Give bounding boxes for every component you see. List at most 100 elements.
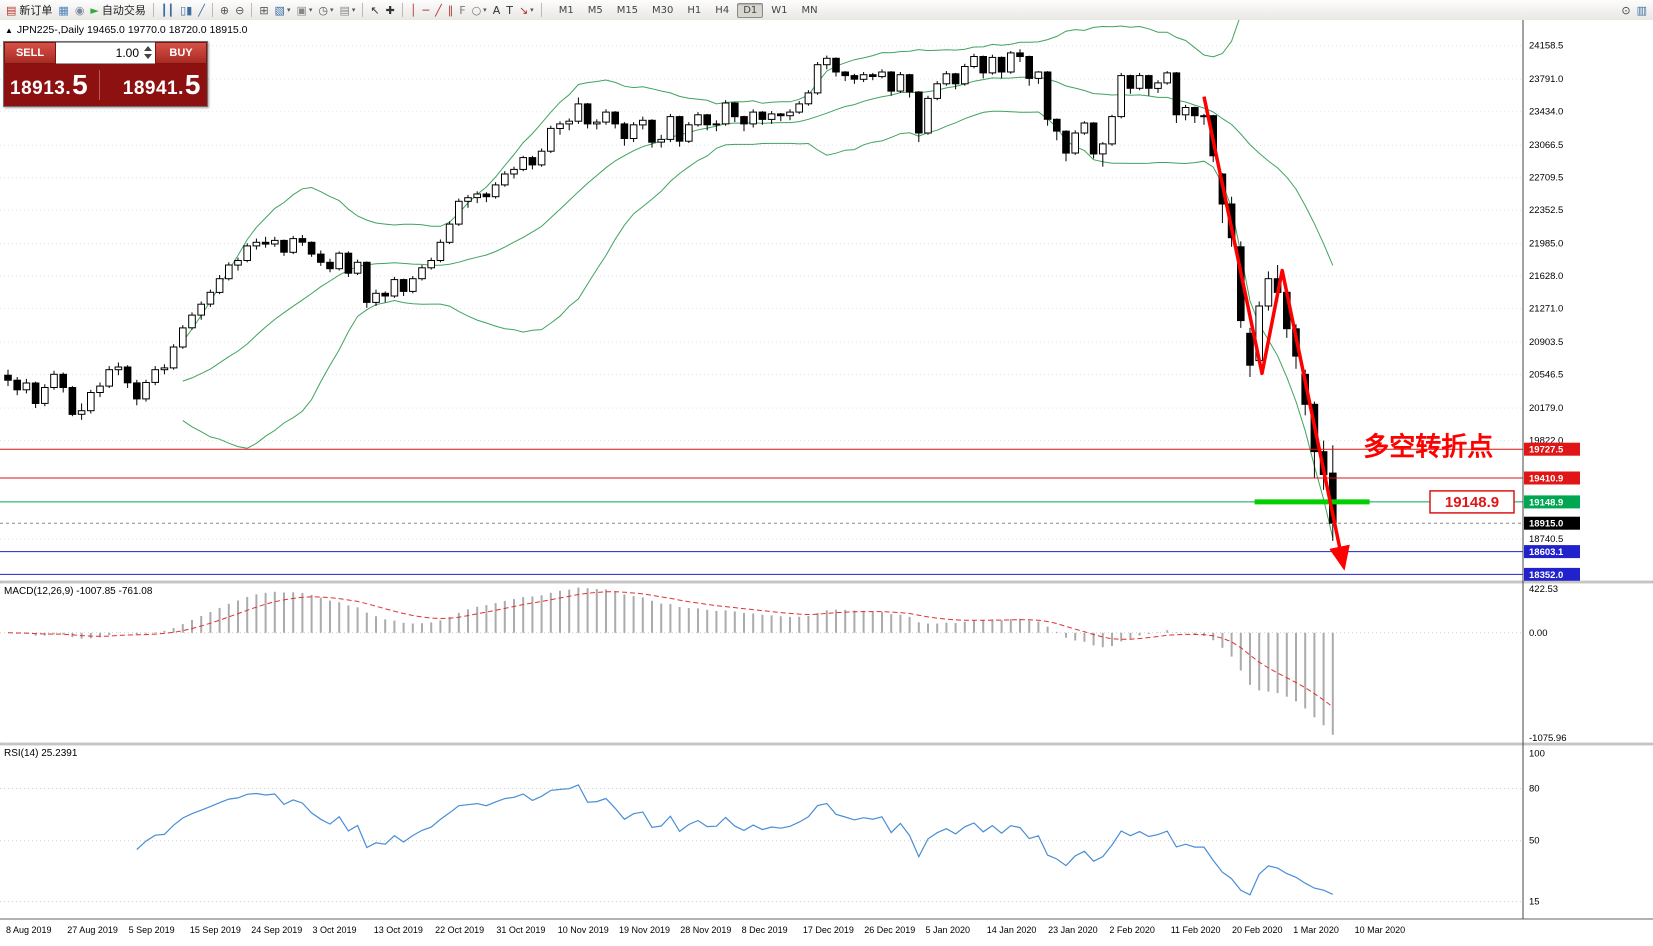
crosshair-icon[interactable]: ✚ [383, 2, 398, 19]
svg-text:5 Sep 2019: 5 Sep 2019 [129, 925, 175, 935]
fibonacci-icon[interactable]: F [456, 2, 468, 19]
svg-text:21985.0: 21985.0 [1529, 239, 1563, 250]
volume-up-icon[interactable] [144, 46, 152, 51]
timeframe-button-w1[interactable]: W1 [771, 4, 788, 16]
profiles-icon[interactable]: ▣ ▾ [293, 2, 315, 19]
navigator-icon: ◉ [74, 3, 85, 17]
horizontal-line-icon[interactable]: ─ [419, 2, 432, 19]
arrows-icon: ↘ [518, 3, 529, 17]
toolbar-separator [251, 3, 253, 17]
fibonacci-icon: F [459, 3, 466, 17]
chart-candles-icon[interactable]: ▯▮ [177, 2, 195, 19]
svg-text:10 Nov 2019: 10 Nov 2019 [558, 925, 609, 935]
panel-separator[interactable] [0, 580, 1653, 584]
arrows-icon[interactable]: ↘ ▾ [516, 2, 537, 19]
rsi-panel: RSI(14) 25.2391 [0, 748, 1523, 903]
period-icon[interactable]: ◷ ▾ [315, 2, 336, 19]
axis-price-flag [1524, 516, 1580, 530]
volume-spinner[interactable] [144, 46, 152, 59]
svg-text:18603.1: 18603.1 [1529, 547, 1564, 558]
timeframe-button-mn[interactable]: MN [801, 4, 818, 16]
template-icon: ▤ [339, 3, 350, 17]
main-toolbar: ▤ 新订单 ▦ ◉ ► 自动交易 ┃┃ ▯▮ ╱ ⊕ ⊖ ⊞ ▧ ▾ ▣ ▾ ◷ ▾ ▤ ▾ ↖ ✚ │ ─ ╱ ∥ F ○ ▾ A T ↘ ▾… [0, 0, 1653, 21]
panel-chrome [0, 20, 1653, 920]
channel-icon: ∥ [447, 3, 454, 17]
channel-icon[interactable]: ∥ [445, 2, 457, 19]
timeframe-button-m1[interactable]: M1 [558, 4, 574, 16]
chart-collapse-icon[interactable]: ▲ [5, 25, 13, 35]
svg-text:22352.5: 22352.5 [1529, 205, 1563, 216]
svg-text:22 Oct 2019: 22 Oct 2019 [435, 925, 484, 935]
navigator-icon[interactable]: ◉ [72, 2, 88, 19]
volume-input[interactable]: 1.00 [56, 42, 155, 64]
trendline-icon[interactable]: ╱ [432, 2, 445, 19]
text-label-icon[interactable]: T [503, 2, 516, 19]
macd-panel: MACD(12,26,9) -1007.85 -761.08 [0, 586, 1523, 735]
svg-text:20179.0: 20179.0 [1529, 403, 1563, 414]
text-label-icon: T [506, 3, 513, 17]
price-tag-box[interactable] [1429, 490, 1515, 514]
one-click-trading-panel: SELL 1.00 BUY 18913. 5 18941. 5 [3, 41, 208, 107]
timeframe-button-m30[interactable]: M30 [652, 4, 674, 16]
profiles-dropdown-icon[interactable]: ▾ [308, 6, 313, 14]
buy-button[interactable]: BUY [155, 42, 207, 64]
shapes-dropdown-icon[interactable]: ▾ [483, 6, 487, 14]
sell-button[interactable]: SELL [4, 42, 56, 64]
shapes-icon[interactable]: ○ ▾ [469, 2, 490, 19]
autotrading-button[interactable]: ► 自动交易 [87, 2, 148, 19]
chart-mini-icon[interactable]: ▥ [1634, 2, 1650, 19]
sell-price-main: 18913. [10, 78, 72, 99]
tile-windows-icon[interactable]: ⊞ [256, 2, 271, 19]
buy-price[interactable]: 18941. 5 [123, 69, 201, 101]
crosshair-icon: ✚ [385, 3, 395, 17]
svg-text:15: 15 [1529, 897, 1540, 908]
cursor-icon: ↖ [370, 3, 380, 17]
svg-text:1 Mar 2020: 1 Mar 2020 [1293, 925, 1339, 935]
volume-down-icon[interactable] [144, 54, 152, 59]
template-dropdown-icon[interactable]: ▾ [351, 6, 356, 14]
sell-price[interactable]: 18913. 5 [10, 69, 88, 101]
toolbar-right-group: ⊙ ▥ [1618, 2, 1650, 19]
timeframe-button-h1[interactable]: H1 [687, 4, 702, 16]
buy-price-big-digit: 5 [184, 69, 201, 100]
chart-line-icon[interactable]: ╱ [195, 2, 208, 19]
axis-price-flag [1524, 545, 1580, 559]
search-icon[interactable]: ⊙ [1618, 2, 1633, 19]
timeframe-button-m15[interactable]: M15 [616, 4, 639, 16]
price-chart[interactable]: 多空转折点 19148.9 24158.5 23791.0 23434.0 23066.5… [0, 20, 1653, 946]
zoom-in-icon[interactable]: ⊕ [217, 2, 232, 19]
price-tag-text: 19148.9 [1445, 494, 1499, 511]
template-icon[interactable]: ▤ ▾ [337, 2, 359, 19]
text-icon[interactable]: A [490, 2, 504, 19]
svg-text:11 Feb 2020: 11 Feb 2020 [1171, 925, 1221, 935]
svg-text:5 Jan 2020: 5 Jan 2020 [926, 925, 971, 935]
chart-container[interactable]: 多空转折点 19148.9 24158.5 23791.0 23434.0 23066.5… [0, 20, 1653, 946]
timeframe-button-h4[interactable]: H4 [715, 4, 730, 16]
svg-text:19822.0: 19822.0 [1529, 436, 1563, 447]
period-dropdown-icon[interactable]: ▾ [329, 6, 334, 14]
svg-text:19727.5: 19727.5 [1529, 445, 1564, 456]
chart-mini-icon: ▥ [1636, 3, 1647, 17]
svg-text:26 Dec 2019: 26 Dec 2019 [864, 925, 915, 935]
svg-text:23791.0: 23791.0 [1529, 74, 1563, 85]
chart-bars-icon[interactable]: ┃┃ [158, 2, 177, 19]
chart-candles-icon: ▯▮ [180, 3, 193, 17]
horizontal-line-icon: ─ [422, 3, 430, 17]
new-chart-icon[interactable]: ▧ ▾ [272, 2, 294, 19]
svg-text:28 Nov 2019: 28 Nov 2019 [680, 925, 731, 935]
axis-price-flag [1524, 495, 1580, 509]
timeframe-button-d1[interactable]: D1 [737, 2, 764, 18]
zoom-out-icon[interactable]: ⊖ [232, 2, 247, 19]
annotation-text[interactable]: 多空转折点 [1363, 431, 1493, 461]
chart-line-icon: ╱ [198, 3, 205, 17]
toolbar-separator [211, 3, 213, 17]
timeframe-button-m5[interactable]: M5 [587, 4, 603, 16]
arrows-dropdown-icon[interactable]: ▾ [530, 6, 534, 14]
svg-text:23 Jan 2020: 23 Jan 2020 [1048, 925, 1098, 935]
market-watch-icon[interactable]: ▦ [55, 2, 71, 19]
panel-separator[interactable] [0, 742, 1653, 746]
vertical-line-icon[interactable]: │ [407, 2, 420, 19]
cursor-icon[interactable]: ↖ [367, 2, 382, 19]
new-order-button[interactable]: ▤ 新订单 [3, 2, 55, 19]
new-chart-dropdown-icon[interactable]: ▾ [286, 6, 291, 14]
